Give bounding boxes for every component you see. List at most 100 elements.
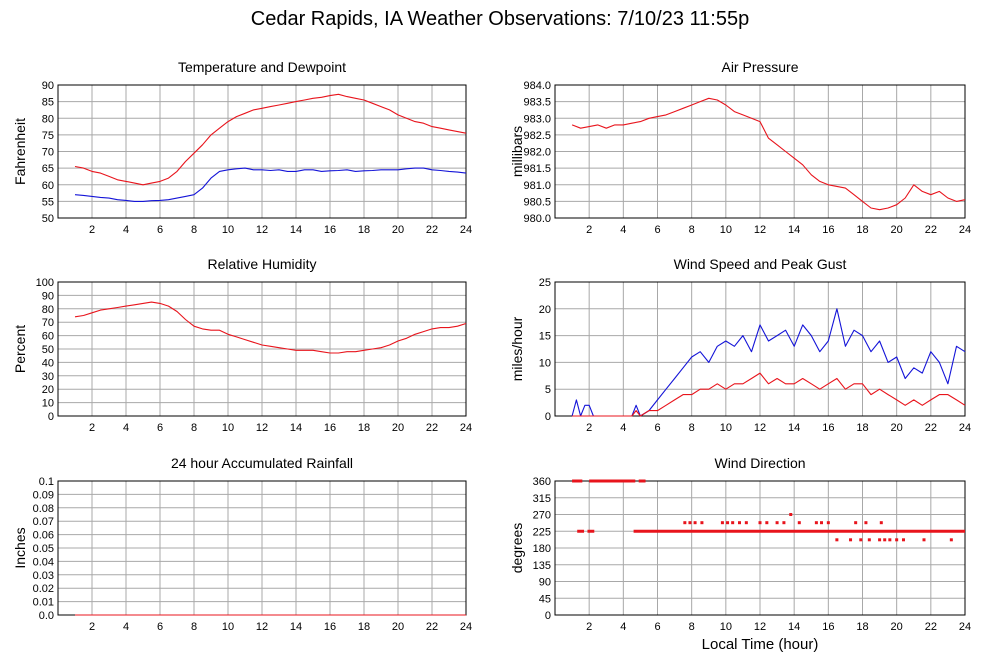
wind-speed-y-axis-label: miles/hour bbox=[509, 316, 525, 381]
humidity-x-tick-label: 4 bbox=[123, 422, 129, 434]
humidity-x-tick-label: 24 bbox=[460, 422, 472, 434]
pressure-x-tick-label: 10 bbox=[720, 224, 732, 236]
wind-direction-x-tick-label: 4 bbox=[620, 621, 626, 633]
temperature-series-line-0 bbox=[74, 93, 467, 186]
rainfall-y-tick-label: 0.07 bbox=[33, 516, 54, 528]
wind-direction-point bbox=[826, 521, 830, 525]
pressure-y-tick-label: 980.0 bbox=[523, 213, 551, 225]
wind-speed-x-tick-label: 12 bbox=[754, 422, 766, 434]
wind-direction-point bbox=[867, 538, 871, 542]
temperature-title: Temperature and Dewpoint bbox=[178, 59, 346, 75]
rainfall-x-tick-label: 18 bbox=[358, 621, 370, 633]
rainfall-x-tick-label: 4 bbox=[123, 621, 129, 633]
pressure-y-tick-label: 982.5 bbox=[523, 130, 551, 142]
wind-speed-y-tick-label: 25 bbox=[539, 277, 551, 289]
x-axis-label: Local Time (hour) bbox=[701, 636, 819, 653]
wind-speed-x-tick-label: 20 bbox=[891, 422, 903, 434]
wind-direction-x-tick-label: 6 bbox=[654, 621, 660, 633]
wind-direction-point bbox=[835, 538, 839, 542]
wind-direction-frame bbox=[554, 480, 966, 616]
wind-direction-point bbox=[744, 521, 748, 525]
pressure-title: Air Pressure bbox=[721, 59, 798, 75]
rainfall-x-tick-label: 16 bbox=[324, 621, 336, 633]
wind-direction-x-tick-label: 18 bbox=[856, 621, 868, 633]
humidity-y-tick-label: 60 bbox=[42, 331, 54, 343]
pressure-x-tick-label: 22 bbox=[925, 224, 937, 236]
humidity-y-tick-label: 90 bbox=[42, 290, 54, 302]
humidity-x-tick-label: 16 bbox=[324, 422, 336, 434]
humidity-y-tick-label: 70 bbox=[42, 317, 54, 329]
humidity-x-tick-label: 2 bbox=[89, 422, 95, 434]
wind-direction-y-tick-label: 360 bbox=[533, 476, 551, 488]
wind-speed-x-tick-label: 10 bbox=[720, 422, 732, 434]
wind-direction-y-tick-label: 45 bbox=[539, 593, 551, 605]
humidity-x-tick-label: 18 bbox=[358, 422, 370, 434]
rainfall-x-tick-label: 24 bbox=[460, 621, 472, 633]
wind-direction-point bbox=[820, 521, 823, 525]
temperature-x-tick-label: 14 bbox=[290, 224, 302, 236]
wind-direction-point bbox=[814, 521, 818, 525]
rainfall-y-tick-label: 0.05 bbox=[33, 543, 54, 555]
wind-direction-x-tick-label: 14 bbox=[788, 621, 800, 633]
temperature-y-axis-label: Fahrenheit bbox=[12, 118, 28, 185]
rainfall-y-axis-label: Inches bbox=[12, 527, 28, 568]
pressure-x-tick-label: 4 bbox=[620, 224, 626, 236]
temperature-y-tick-label: 70 bbox=[42, 147, 54, 159]
wind-direction-point bbox=[849, 538, 853, 542]
pressure-x-tick-label: 14 bbox=[788, 224, 800, 236]
pressure-y-tick-label: 984.0 bbox=[523, 80, 551, 92]
pressure-x-tick-label: 20 bbox=[891, 224, 903, 236]
rainfall-x-tick-label: 2 bbox=[89, 621, 95, 633]
rainfall-y-tick-label: 0.01 bbox=[33, 597, 54, 609]
pressure-x-tick-label: 18 bbox=[856, 224, 868, 236]
temperature-series-line-1 bbox=[74, 167, 467, 202]
humidity-series-line-0 bbox=[74, 301, 467, 354]
wind-direction-point bbox=[883, 538, 887, 542]
wind-speed-title: Wind Speed and Peak Gust bbox=[674, 256, 847, 272]
wind-direction-y-tick-label: 180 bbox=[533, 543, 551, 555]
wind-direction-y-tick-label: 315 bbox=[533, 493, 551, 505]
wind-speed-y-tick-label: 20 bbox=[539, 304, 551, 316]
wind-direction-point bbox=[700, 521, 704, 525]
pressure-y-tick-label: 981.0 bbox=[523, 180, 551, 192]
pressure-y-tick-label: 980.5 bbox=[523, 196, 551, 208]
humidity-y-tick-label: 0 bbox=[48, 411, 54, 423]
wind-direction-x-tick-label: 10 bbox=[720, 621, 732, 633]
wind-direction-point bbox=[765, 521, 769, 525]
rainfall-y-tick-label: 0.08 bbox=[33, 503, 54, 515]
wind-direction-point bbox=[693, 521, 697, 525]
wind-direction-x-tick-label: 12 bbox=[754, 621, 766, 633]
wind-direction-point bbox=[895, 538, 899, 542]
wind-speed-x-tick-label: 6 bbox=[654, 422, 660, 434]
temperature-y-tick-label: 55 bbox=[42, 196, 54, 208]
wind-speed-x-tick-label: 8 bbox=[689, 422, 695, 434]
wind-direction-point bbox=[797, 521, 801, 525]
wind-direction-point bbox=[879, 521, 883, 525]
pressure-x-tick-label: 12 bbox=[754, 224, 766, 236]
humidity-y-tick-label: 100 bbox=[36, 277, 54, 289]
pressure-y-axis-label: millibars bbox=[509, 126, 525, 177]
pressure-y-tick-label: 983.0 bbox=[523, 113, 551, 125]
wind-direction-point bbox=[859, 538, 863, 542]
temperature-x-tick-label: 24 bbox=[460, 224, 472, 236]
temperature-x-tick-label: 12 bbox=[256, 224, 268, 236]
rainfall-x-tick-label: 14 bbox=[290, 621, 302, 633]
temperature-x-tick-label: 2 bbox=[89, 224, 95, 236]
wind-speed-frame bbox=[554, 281, 966, 417]
wind-direction-point bbox=[726, 521, 730, 525]
wind-direction-y-tick-label: 270 bbox=[533, 510, 551, 522]
rainfall-y-tick-label: 0.04 bbox=[33, 556, 54, 568]
humidity-x-tick-label: 8 bbox=[191, 422, 197, 434]
pressure-x-tick-label: 2 bbox=[586, 224, 592, 236]
wind-speed-x-tick-label: 22 bbox=[925, 422, 937, 434]
wind-speed-y-tick-label: 10 bbox=[539, 357, 551, 369]
rainfall-x-tick-label: 6 bbox=[157, 621, 163, 633]
pressure-y-tick-label: 981.5 bbox=[523, 163, 551, 175]
rainfall-x-tick-label: 8 bbox=[191, 621, 197, 633]
wind-direction-point bbox=[731, 521, 735, 525]
pressure-x-tick-label: 24 bbox=[959, 224, 971, 236]
